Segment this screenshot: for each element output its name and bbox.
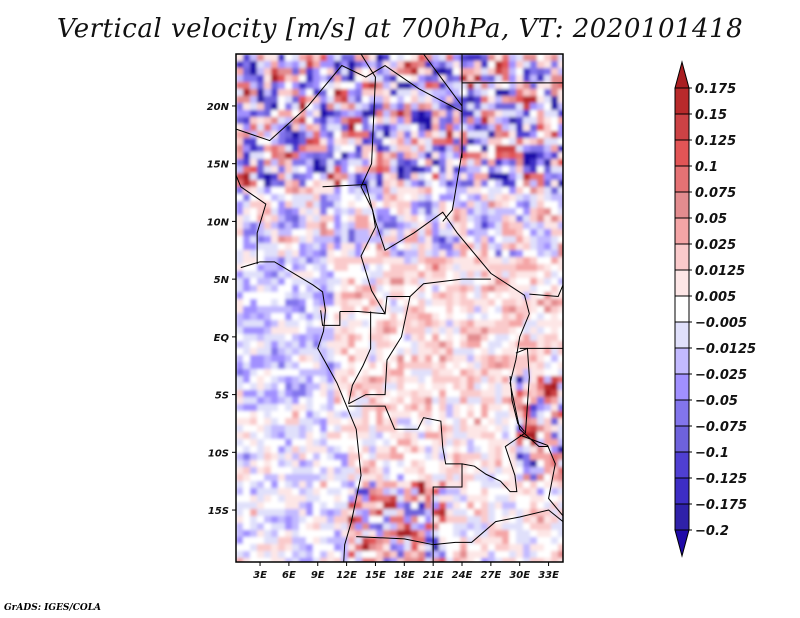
border-line xyxy=(348,296,411,405)
colorbar-swatch xyxy=(674,503,690,531)
x-tick-label: 15E xyxy=(365,570,386,581)
colorbar-swatch xyxy=(674,113,690,141)
colorbar-label: −0.0125 xyxy=(695,342,756,357)
colorbar-swatch xyxy=(674,139,690,167)
x-tick-label: 3E xyxy=(253,570,267,581)
colorbar-swatch xyxy=(674,321,690,349)
colorbar-label: 0.05 xyxy=(695,212,727,227)
colorbar-label: −0.2 xyxy=(695,524,729,539)
border-line xyxy=(236,175,267,265)
colorbar-swatch xyxy=(674,373,690,401)
colorbar-label: −0.005 xyxy=(695,316,747,331)
colorbar-swatch xyxy=(674,87,690,115)
map-frame xyxy=(235,53,564,563)
velocity-field xyxy=(236,54,563,562)
colorbar-swatch xyxy=(674,269,690,297)
colorbar-swatch xyxy=(674,477,690,505)
x-tick-label: 12E xyxy=(336,570,357,581)
colorbar-label: 0.175 xyxy=(695,82,736,97)
y-tick-label: 5S xyxy=(215,391,229,402)
colorbar-swatch xyxy=(674,217,690,245)
country-borders xyxy=(236,54,563,562)
x-axis: 3E 6E 9E 12E 15E 18E 21E 24E 27E 30E 33E xyxy=(253,562,559,581)
colorbar-label: 0.0125 xyxy=(695,264,745,279)
colorbar-label: −0.075 xyxy=(695,420,747,435)
colorbar-extend-min xyxy=(674,529,690,558)
border-line xyxy=(519,434,563,517)
colorbar-swatch xyxy=(674,425,690,453)
x-tick-label: 30E xyxy=(509,570,530,581)
border-line xyxy=(348,405,463,562)
y-tick-label: 5N xyxy=(214,275,230,286)
x-tick-label: 9E xyxy=(311,570,325,581)
x-tick-label: 6E xyxy=(282,570,296,581)
border-line xyxy=(461,347,530,493)
border-line xyxy=(356,509,563,546)
colorbar-label: −0.025 xyxy=(695,368,747,383)
colorbar-swatch xyxy=(674,347,690,375)
colorbar-swatch xyxy=(674,165,690,193)
border-line xyxy=(320,310,341,326)
colorbar-label: 0.15 xyxy=(695,108,727,123)
colorbar-swatch xyxy=(674,295,690,323)
border-line xyxy=(423,54,463,222)
x-tick-label: 18E xyxy=(394,570,415,581)
colorbar-label: −0.1 xyxy=(695,446,729,461)
colorbar-swatch xyxy=(674,451,690,479)
colorbar-label: 0.025 xyxy=(695,238,736,253)
colorbar-swatch xyxy=(674,191,690,219)
colorbar-swatch xyxy=(674,399,690,427)
colorbar-label: 0.1 xyxy=(695,160,718,175)
border-line xyxy=(236,64,463,158)
y-tick-label: EQ xyxy=(214,333,230,344)
border-line xyxy=(339,278,491,315)
colorbar-label: −0.05 xyxy=(695,394,738,409)
y-tick-label: 10S xyxy=(208,448,229,459)
colorbar-swatch xyxy=(674,243,690,271)
y-tick-label: 10N xyxy=(207,217,230,228)
grads-credit: GrADS: IGES/COLA xyxy=(4,603,102,613)
border-line xyxy=(322,183,549,448)
x-tick-label: 33E xyxy=(538,570,559,581)
colorbar-extend-max xyxy=(674,60,690,89)
y-axis: 20N 15N 10N 5N EQ 5S 10S 15S xyxy=(207,102,236,517)
border-line xyxy=(461,54,563,106)
chart-title: Vertical velocity [m/s] at 700hPa, VT: 2… xyxy=(56,14,744,44)
x-tick-label: 27E xyxy=(480,570,501,581)
colorbar-label: 0.005 xyxy=(695,290,736,305)
colorbar: 0.175 0.15 0.125 0.1 0.075 0.05 0.025 0.0125 0.0… xyxy=(674,60,756,558)
colorbar-label: −0.125 xyxy=(695,472,747,487)
x-tick-label: 24E xyxy=(452,570,473,581)
border-line xyxy=(348,311,372,404)
colorbar-label: 0.075 xyxy=(695,186,736,201)
field-cells xyxy=(236,54,563,562)
x-tick-label: 21E xyxy=(423,570,444,581)
y-tick-label: 15S xyxy=(208,506,229,517)
y-tick-label: 20N xyxy=(207,102,230,113)
border-line xyxy=(240,261,362,562)
border-line xyxy=(509,376,525,432)
border-line xyxy=(529,284,563,297)
y-tick-label: 15N xyxy=(207,160,230,171)
colorbar-label: 0.125 xyxy=(695,134,736,149)
colorbar-label: −0.175 xyxy=(695,498,747,513)
